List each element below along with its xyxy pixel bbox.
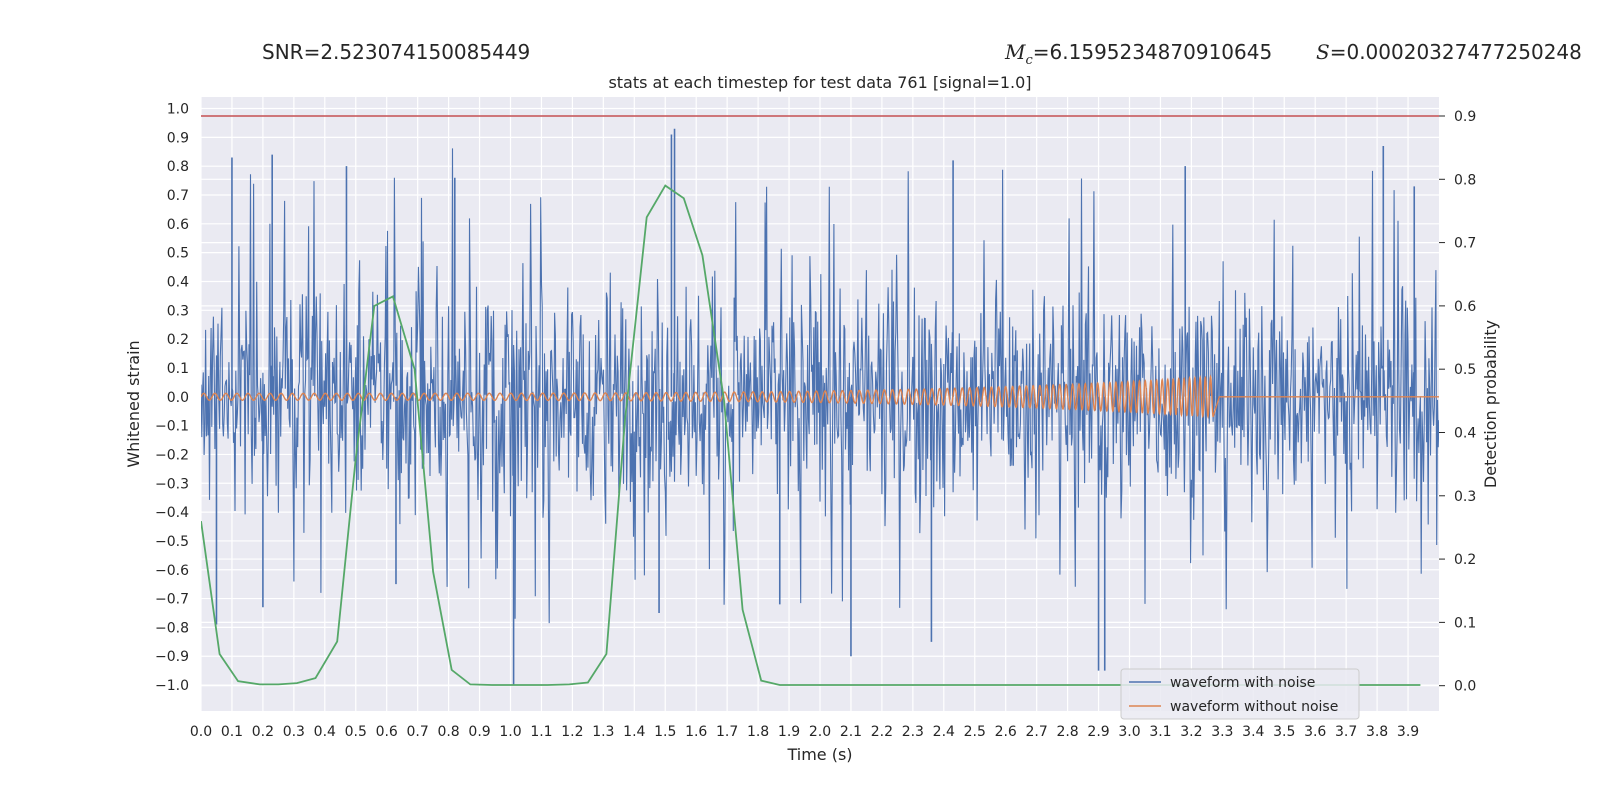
- y2-tick-label: 0.5: [1454, 362, 1476, 378]
- x-tick-label: 0.9: [468, 724, 490, 740]
- y-tick-label: 0.8: [167, 159, 189, 175]
- snr-value: 2.523074150085449: [320, 40, 531, 64]
- y-tick-label: −0.8: [155, 620, 189, 636]
- y-tick-label: −0.5: [155, 534, 189, 550]
- x-tick-label: 3.2: [1180, 724, 1202, 740]
- y-tick-label: 0.3: [167, 303, 189, 319]
- x-tick-label: 2.5: [964, 724, 986, 740]
- y-tick-label: −0.6: [155, 563, 189, 579]
- y-tick-label: −0.1: [155, 419, 189, 435]
- x-tick-label: 2.8: [1056, 724, 1078, 740]
- y2-axis-label: Detection probability: [1481, 320, 1500, 488]
- probability-trace: [201, 184, 1421, 686]
- x-tick-label: 2.3: [902, 724, 924, 740]
- x-tick-label: 1.0: [499, 724, 521, 740]
- x-tick-label: 2.9: [1087, 724, 1109, 740]
- x-tick-label: 3.3: [1211, 724, 1233, 740]
- x-tick-label: 3.7: [1335, 724, 1357, 740]
- x-tick-label: 2.7: [1026, 724, 1048, 740]
- y-axis-label: Whitened strain: [124, 340, 143, 467]
- x-tick-label: 2.1: [840, 724, 862, 740]
- y-tick-label: −0.4: [155, 505, 189, 521]
- y-tick-label: −0.2: [155, 447, 189, 463]
- x-axis-label: Time (s): [786, 745, 852, 764]
- y2-tick-label: 0.1: [1454, 615, 1476, 631]
- snr-label: SNR: [262, 40, 304, 64]
- x-tick-label: 3.0: [1118, 724, 1140, 740]
- x-tick-label: 0.5: [345, 724, 367, 740]
- x-tick-label: 3.8: [1366, 724, 1388, 740]
- x-tick-label: 1.3: [592, 724, 614, 740]
- legend-label-clean: waveform without noise: [1170, 699, 1338, 715]
- x-tick-label: 1.6: [685, 724, 707, 740]
- s-readout: S=0.00020327477250248: [1316, 40, 1582, 64]
- y-tick-label: 0.7: [167, 188, 189, 204]
- x-tick-label: 2.2: [871, 724, 893, 740]
- chirp-mass-subscript: c: [1025, 53, 1033, 68]
- y-tick-label: 1.0: [167, 102, 189, 118]
- y2-tick-label: 0.6: [1454, 299, 1476, 315]
- x-tick-label: 0.4: [314, 724, 336, 740]
- y-tick-label: 0.6: [167, 217, 189, 233]
- chart-title: stats at each timestep for test data 761…: [608, 73, 1031, 92]
- x-tick-label: 3.9: [1397, 724, 1419, 740]
- y-tick-label: 0.9: [167, 130, 189, 146]
- x-tick-label: 0.2: [252, 724, 274, 740]
- series-waveform-without-noise: [201, 374, 1439, 420]
- x-tick-label: 1.4: [623, 724, 645, 740]
- x-tick-label: 0.7: [407, 724, 429, 740]
- x-tick-label: 3.6: [1304, 724, 1326, 740]
- x-tick-label: 0.8: [437, 724, 459, 740]
- x-tick-label: 0.3: [283, 724, 305, 740]
- x-tick-label: 1.2: [561, 724, 583, 740]
- series-detection-probability: [201, 184, 1421, 686]
- s-symbol: S: [1316, 40, 1330, 64]
- y2-tick-label: 0.3: [1454, 489, 1476, 505]
- y-tick-label: 0.5: [167, 246, 189, 262]
- chirp-mass-value: 6.1595234870910645: [1049, 40, 1273, 64]
- x-tick-label: 0.6: [376, 724, 398, 740]
- x-tick-label: 2.4: [933, 724, 955, 740]
- y-tick-label: −0.9: [155, 649, 189, 665]
- y-tick-label: 0.1: [167, 361, 189, 377]
- noise-trace: [201, 148, 1439, 624]
- x-tick-label: 0.0: [190, 724, 212, 740]
- series-waveform-with-noise: [201, 128, 1439, 686]
- y2-tick-label: 0.4: [1454, 425, 1476, 441]
- y2-tick-label: 0.8: [1454, 172, 1476, 188]
- x-tick-label: 3.1: [1149, 724, 1171, 740]
- snr-readout: SNR=2.523074150085449: [262, 40, 531, 64]
- x-tick-label: 1.9: [778, 724, 800, 740]
- y-tick-label: −0.3: [155, 476, 189, 492]
- y-tick-label: −1.0: [155, 678, 189, 694]
- x-tick-label: 3.5: [1273, 724, 1295, 740]
- s-value: 0.00020327477250248: [1346, 40, 1582, 64]
- x-tick-label: 1.7: [716, 724, 738, 740]
- y-tick-label: 0.0: [167, 390, 189, 406]
- chirp-trace: [201, 374, 1439, 420]
- y-tick-label: 0.2: [167, 332, 189, 348]
- legend-box: [1120, 668, 1360, 720]
- y-tick-label: −0.7: [155, 592, 189, 608]
- tick-labels: 0.0 0.1 0.2 0.3 0.4 0.5 0.6 0.7 0.8 0.9 1.0 1.1 1.2 1…: [155, 102, 1476, 740]
- x-tick-label: 1.1: [530, 724, 552, 740]
- x-tick-label: 0.1: [221, 724, 243, 740]
- y2-tick-label: 0.2: [1454, 552, 1476, 568]
- chirp-mass-symbol: M: [1005, 40, 1026, 64]
- chirp-mass-readout: Mc=6.1595234870910645: [1005, 40, 1273, 68]
- y-tick-label: 0.4: [167, 274, 189, 290]
- x-tick-label: 3.4: [1242, 724, 1264, 740]
- x-tick-label: 1.5: [654, 724, 676, 740]
- x-tick-label: 2.6: [995, 724, 1017, 740]
- y2-tick-label: 0.9: [1454, 109, 1476, 125]
- x-tick-label: 1.8: [747, 724, 769, 740]
- y2-tick-label: 0.0: [1454, 679, 1476, 695]
- legend-label-noise: waveform with noise: [1170, 675, 1315, 691]
- legend: waveform with noise waveform without noi…: [1120, 668, 1360, 720]
- x-tick-label: 2.0: [809, 724, 831, 740]
- y2-tick-label: 0.7: [1454, 236, 1476, 252]
